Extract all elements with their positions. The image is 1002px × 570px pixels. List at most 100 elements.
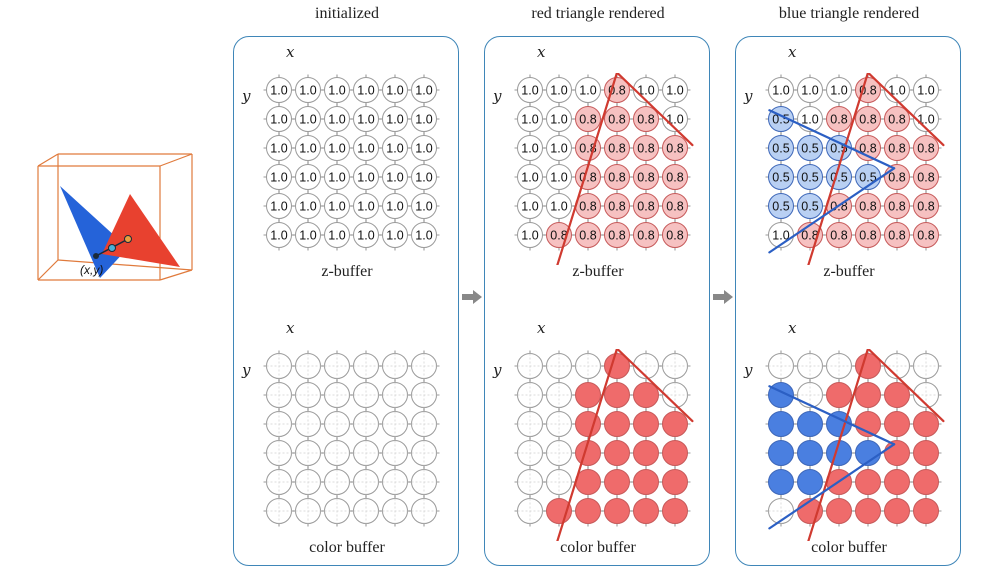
depth-value: 0.8 (666, 171, 683, 185)
x-axis-label: x (788, 43, 797, 61)
cell-circle (826, 222, 852, 248)
color-buffer-cell (765, 466, 797, 498)
zbuffer-cell (630, 190, 662, 222)
zbuffer-cell (379, 74, 411, 106)
depth-value: 0.8 (579, 113, 596, 127)
zbuffer-cell (659, 74, 691, 106)
scene-box-edge (37, 259, 59, 281)
zbuffer-cell (630, 219, 662, 251)
cell-circle (604, 222, 630, 248)
depth-value: 0.5 (772, 142, 789, 156)
cell-circle (884, 382, 910, 408)
color-buffer-cell (910, 495, 942, 527)
zbuffer-cell (601, 103, 633, 135)
color-buffer-cell (794, 350, 826, 382)
panel-title-blue: blue triangle rendered (778, 5, 920, 22)
zbuffer-cell (514, 74, 546, 106)
cell-circle (913, 193, 939, 219)
depth-value: 1.0 (328, 84, 345, 98)
zbuffer-grid: 1.0 1.0 1.0 0.8 1.0 1.0 0.5 1.0 0.8 0.8 0.8 1.0 0.5 0… (765, 73, 945, 265)
depth-value: 1.0 (386, 142, 403, 156)
depth-value: 1.0 (270, 142, 287, 156)
cell-circle (826, 77, 852, 103)
cell-circle (353, 135, 379, 161)
depth-value: 1.0 (357, 84, 374, 98)
depth-value: 0.8 (637, 200, 654, 214)
depth-value: 0.8 (888, 200, 905, 214)
depth-value: 0.8 (917, 229, 934, 243)
cell-circle (353, 77, 379, 103)
zbuffer-cell (514, 219, 546, 251)
depth-value: 1.0 (521, 200, 538, 214)
zbuffer-cell (630, 161, 662, 193)
color-buffer-cell (379, 495, 411, 527)
zbuffer-cell (350, 219, 382, 251)
cell-circle (517, 222, 543, 248)
zbuffer-cell (514, 103, 546, 135)
zbuffer-cell (572, 103, 604, 135)
depth-value: 0.8 (579, 200, 596, 214)
cell-circle (884, 222, 910, 248)
depth-value: 1.0 (386, 113, 403, 127)
zbuffer-cell (321, 219, 353, 251)
zbuffer-cell (543, 190, 575, 222)
cell-circle (324, 106, 350, 132)
color-buffer-cell (292, 437, 324, 469)
cell-circle (295, 222, 321, 248)
zbuffer-cell (910, 132, 942, 164)
depth-value: 0.8 (608, 200, 625, 214)
zbuffer-cell (881, 132, 913, 164)
color-buffer-cell (408, 466, 440, 498)
depth-value: 1.0 (357, 113, 374, 127)
color-buffer-cell (379, 379, 411, 411)
depth-value: 0.8 (917, 200, 934, 214)
zbuffer-cell (408, 190, 440, 222)
color-buffer-cell (408, 350, 440, 382)
zbuffer-cell (292, 219, 324, 251)
zbuffer-cell (823, 219, 855, 251)
depth-value: 1.0 (521, 171, 538, 185)
cell-circle (382, 222, 408, 248)
color-buffer-cell (659, 408, 691, 440)
depth-value: 0.8 (608, 113, 625, 127)
zbuffer-cell (263, 161, 295, 193)
color-buffer-cell (659, 495, 691, 527)
zbuffer-cell (263, 103, 295, 135)
depth-value: 1.0 (328, 200, 345, 214)
color-buffer-cell (514, 495, 546, 527)
color-buffer-cell (514, 379, 546, 411)
depth-value: 1.0 (772, 229, 789, 243)
depth-value: 0.8 (579, 229, 596, 243)
zbuffer-cell (263, 74, 295, 106)
cell-circle (633, 164, 659, 190)
color-buffer-cell (263, 350, 295, 382)
depth-value: 0.5 (772, 200, 789, 214)
zbuffer-cell (765, 74, 797, 106)
cell-circle (295, 135, 321, 161)
cell-circle (662, 77, 688, 103)
zbuffer-cell (881, 74, 913, 106)
depth-value: 1.0 (550, 113, 567, 127)
zbuffer-cell (379, 103, 411, 135)
triangle-edge (768, 109, 896, 170)
color-buffer-cell (794, 408, 826, 440)
point-label: (x,y) (80, 263, 103, 277)
cell-circle (546, 164, 572, 190)
color-buffer-cell (630, 466, 662, 498)
depth-value: 0.8 (830, 229, 847, 243)
zbuffer-cell (321, 161, 353, 193)
cell-circle (884, 498, 910, 524)
depth-value: 1.0 (328, 171, 345, 185)
color-buffer-cell (263, 408, 295, 440)
cell-circle (575, 77, 601, 103)
depth-value: 0.8 (637, 229, 654, 243)
cell-circle (353, 106, 379, 132)
depth-value: 1.0 (299, 171, 316, 185)
color-buffer-cell (514, 466, 546, 498)
color-buffer-grid (514, 349, 694, 541)
color-buffer-cell (379, 350, 411, 382)
zbuffer-cell (379, 161, 411, 193)
cell-circle (382, 135, 408, 161)
color-buffer-cell (292, 350, 324, 382)
zbuffer-cell (408, 161, 440, 193)
